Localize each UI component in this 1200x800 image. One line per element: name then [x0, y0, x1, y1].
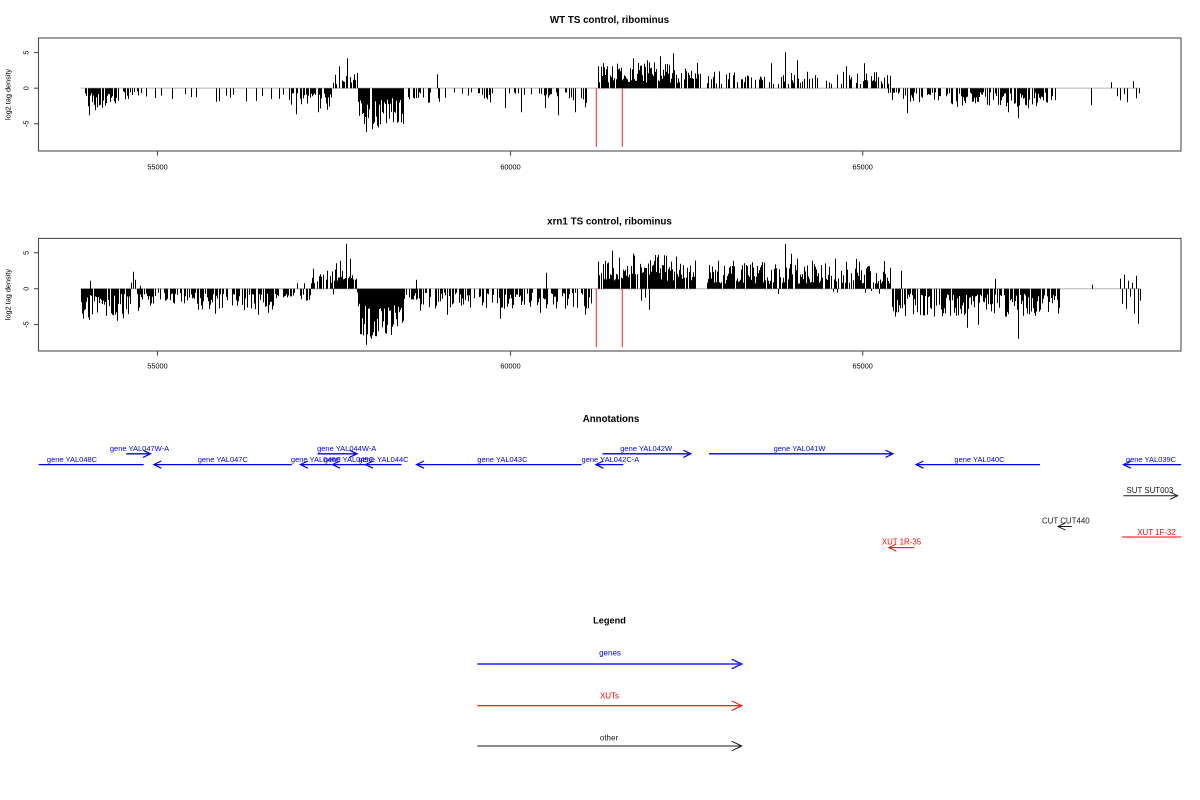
svg-text:other: other [600, 734, 619, 743]
svg-text:5: 5 [22, 251, 31, 255]
svg-text:65000: 65000 [853, 163, 873, 172]
svg-text:gene YAL043C: gene YAL043C [477, 455, 528, 464]
svg-text:55000: 55000 [147, 362, 167, 371]
svg-text:-5: -5 [22, 121, 31, 128]
svg-text:55000: 55000 [147, 163, 167, 172]
svg-text:log2 tag density: log2 tag density [3, 269, 12, 320]
svg-text:0: 0 [22, 287, 31, 291]
svg-text:gene YAL046C: gene YAL046C [291, 455, 342, 464]
svg-text:gene YAL042C-A: gene YAL042C-A [582, 455, 640, 464]
svg-text:60000: 60000 [500, 362, 520, 371]
svg-text:Legend: Legend [593, 615, 626, 625]
svg-text:SUT SUT003: SUT SUT003 [1127, 486, 1174, 495]
svg-text:genes: genes [599, 649, 621, 658]
svg-text:gene YAL047W-A: gene YAL047W-A [110, 444, 169, 453]
svg-text:-5: -5 [22, 321, 31, 328]
svg-text:gene YAL045C: gene YAL045C [324, 455, 375, 464]
svg-text:XUTs: XUTs [600, 691, 619, 700]
svg-text:CUT CUT440: CUT CUT440 [1042, 517, 1090, 526]
svg-text:gene YAL047C: gene YAL047C [198, 455, 249, 464]
svg-text:0: 0 [22, 86, 31, 90]
svg-text:gene YAL044C: gene YAL044C [358, 455, 409, 464]
svg-text:gene YAL044W-A: gene YAL044W-A [317, 444, 376, 453]
svg-text:gene YAL041W: gene YAL041W [774, 444, 827, 453]
svg-text:WT TS control, ribominus: WT TS control, ribominus [550, 15, 670, 26]
svg-text:gene YAL042W: gene YAL042W [620, 444, 673, 453]
svg-text:XUT 1F-32: XUT 1F-32 [1137, 528, 1175, 537]
svg-text:gene YAL040C: gene YAL040C [954, 455, 1005, 464]
svg-text:XUT 1R-35: XUT 1R-35 [882, 538, 922, 547]
svg-text:Annotations: Annotations [583, 414, 640, 425]
svg-text:60000: 60000 [500, 163, 520, 172]
svg-text:gene YAL039C: gene YAL039C [1126, 455, 1177, 464]
svg-text:65000: 65000 [853, 362, 873, 371]
svg-text:log2 tag density: log2 tag density [3, 69, 12, 120]
svg-text:5: 5 [22, 51, 31, 55]
svg-text:gene YAL048C: gene YAL048C [47, 455, 98, 464]
svg-text:xrn1 TS control, ribominus: xrn1 TS control, ribominus [547, 217, 672, 228]
